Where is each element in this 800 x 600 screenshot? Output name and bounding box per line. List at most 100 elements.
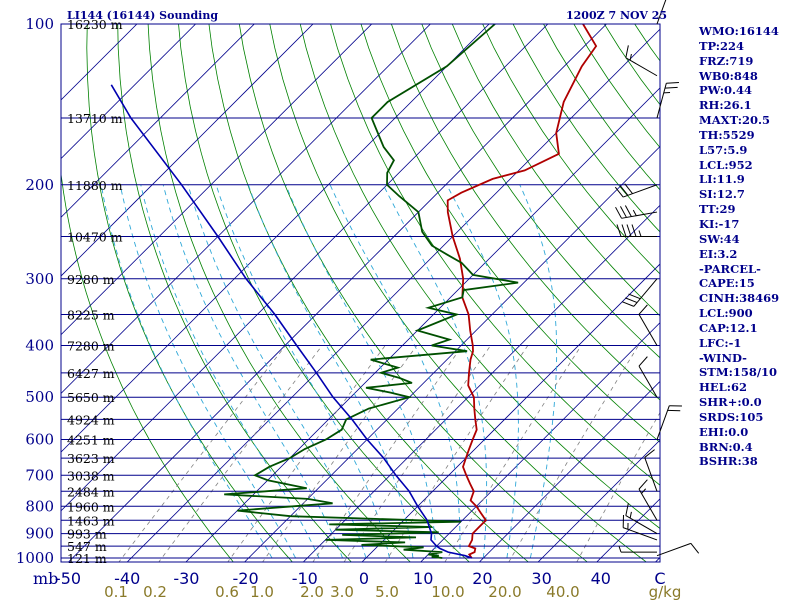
index-item: RH:26.1 [699,98,752,113]
wind-barb-flag [638,304,648,315]
index-item: LCL:952 [699,157,753,172]
height-label: 3038 m [67,468,115,483]
pressure-label: 800 [25,497,54,515]
mixing-ratio-tick: 0.1 [104,583,128,600]
temperature-tick: 20 [472,569,492,588]
index-item: LCL:900 [699,306,753,321]
index-item: EI:3.2 [699,246,738,261]
wind-barb-half-flag [641,488,647,494]
mixing-ratio-line [343,345,491,562]
dry-adiabat-line [451,24,660,317]
wind-barb-shaft [625,515,658,534]
wind-barb-flag [638,479,648,490]
wind-barb [656,405,682,440]
height-label: 7280 m [67,339,115,354]
wind-barb-flag [631,224,637,237]
dry-adiabat-line [330,24,660,486]
moist-adiabat-line [140,184,320,559]
dry-adiabat-line [178,24,470,562]
wind-barb-shaft [656,542,691,557]
isotherm-line [61,24,255,218]
wind-barb-half-flag [629,511,632,519]
height-label: 4251 m [67,433,115,448]
index-item: CAPE:15 [699,276,755,291]
temperature-tick: -50 [55,569,81,588]
index-item: KI:-17 [699,216,740,231]
height-labels: 16230 m 13710 m 11880 m 10470 m 9280 m 8225 m… [67,17,123,566]
temperature-tick: -30 [173,569,199,588]
isotherm-line [420,322,660,562]
wind-barb-shaft [623,184,658,198]
isobar-lines [61,23,660,559]
index-item: WB0:848 [699,68,758,83]
mixing-ratio-axis: 0.1 0.2 0.6 1.0 2.0 3.0 5.0 10.0 20.0 40.0 g/kg [104,583,681,600]
index-item: TH:5529 [699,127,755,142]
height-label: 11880 m [67,178,123,193]
wind-barb [638,356,658,398]
wind-barb-shaft [633,278,658,307]
wind-barb-half-flag [618,545,622,553]
sounding-title: LI144 (16144) Sounding [67,9,219,22]
pressure-label: 1000 [16,549,54,567]
dry-adiabat-line [421,24,660,359]
dry-adiabat-line [482,24,660,275]
dry-adiabat-line [390,24,660,401]
index-item: CAP:12.1 [699,320,758,335]
dry-adiabat-line [86,24,293,562]
wind-barb [618,545,657,553]
dry-adiabat-line [208,24,529,562]
temperature-tick: -20 [233,569,259,588]
wind-barb-shaft [644,457,658,492]
background-lines [61,24,660,562]
index-item: TP:224 [699,38,745,53]
index-item: BRN:0.4 [699,439,753,454]
wind-barb-flag [619,185,629,196]
pressure-unit-label: mb [33,569,58,588]
index-item: HEL:62 [699,380,747,395]
mixing-ratio-tick: 5.0 [375,583,399,600]
height-label: 547 m [67,539,107,554]
pressure-label: 200 [25,176,54,194]
height-label: 2484 m [67,484,115,499]
wind-barb-shaft [621,211,658,219]
wind-barb [621,278,658,307]
wind-barb-shaft [638,488,658,521]
wind-barb [625,503,658,534]
pressure-labels: 100 200 300 400 500 600 700 800 900 1000 [16,15,54,567]
moist-adiabat-line [187,184,367,559]
wind-barb-flag [628,293,641,300]
index-item: -WIND- [699,350,747,365]
pressure-label: 900 [25,525,54,543]
index-item: PW:0.44 [699,83,753,98]
mixing-ratio-line [384,345,529,562]
wind-barb [622,514,658,541]
dry-adiabat-line [360,24,660,443]
index-item: FRZ:719 [699,53,754,68]
wind-barb-shaft [656,405,670,440]
isotherm-line [478,380,660,562]
wind-barb [638,304,658,346]
index-item: CINH:38469 [699,291,780,306]
index-item: SRDS:105 [699,409,764,424]
temperature-tick: C [654,569,665,588]
dry-adiabat-line [117,24,352,562]
isotherm-line [185,87,660,562]
wind-barb-flag [664,86,678,89]
temperature-tick: -40 [114,569,140,588]
isotherm-line [61,24,314,277]
mixing-ratio-line [444,345,582,562]
index-item: SI:12.7 [699,187,745,202]
index-item: MAXT:20.5 [699,113,770,128]
temperature-tick: -10 [292,569,318,588]
isotherm-line [361,263,660,562]
temperature-tick: 10 [413,569,433,588]
index-item: LI:11.9 [699,172,745,187]
wind-barb-flag [625,297,638,303]
mixing-ratio-tick: 40.0 [546,583,579,600]
plot-frame [60,23,661,563]
wind-barb-flag [615,206,622,219]
mixing-ratio-tick: 0.2 [143,583,167,600]
height-label: 16230 m [67,17,123,32]
moist-adiabat-line [519,184,558,559]
